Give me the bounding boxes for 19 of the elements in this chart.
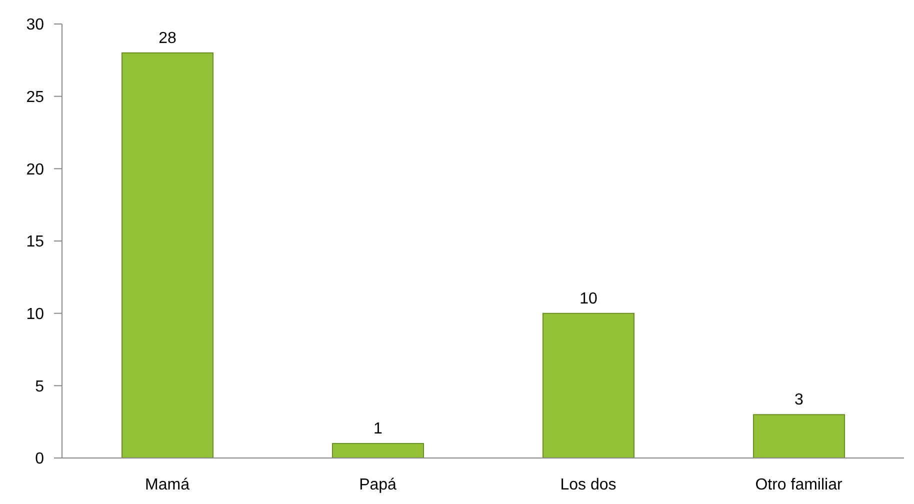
y-tick-label: 0 xyxy=(35,450,44,468)
y-tick-label: 25 xyxy=(26,89,44,106)
y-tick-label: 15 xyxy=(26,234,44,251)
bar xyxy=(122,52,214,458)
data-label: 1 xyxy=(374,420,383,438)
bar xyxy=(542,312,634,458)
x-tick-label: Los dos xyxy=(560,476,616,494)
data-label: 28 xyxy=(158,30,176,47)
x-tick-label: Papá xyxy=(359,476,397,494)
data-label: 3 xyxy=(794,392,804,409)
bar xyxy=(753,414,845,458)
x-tick-label: Otro familiar xyxy=(755,476,843,494)
bar xyxy=(332,443,424,458)
y-tick-label: 5 xyxy=(35,378,44,396)
y-tick-label: 10 xyxy=(26,306,44,324)
y-tick-label: 30 xyxy=(26,16,44,34)
x-tick-label: Mamá xyxy=(145,476,190,494)
y-tick-label: 20 xyxy=(26,161,44,178)
data-label: 10 xyxy=(580,290,598,308)
